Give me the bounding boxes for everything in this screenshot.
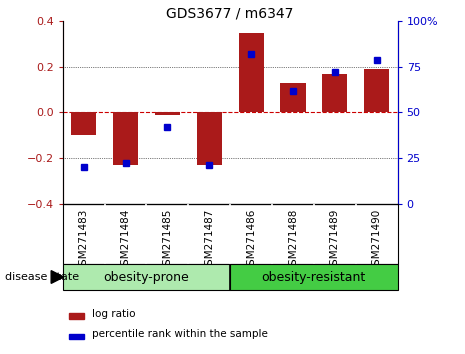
Bar [69,313,84,319]
Text: obesity-prone: obesity-prone [104,270,189,284]
Bar [364,69,389,113]
Text: GSM271488: GSM271488 [288,209,298,272]
Text: obesity-resistant: obesity-resistant [262,270,366,284]
Text: GSM271489: GSM271489 [330,209,340,272]
Bar [230,264,398,290]
Text: GSM271490: GSM271490 [372,209,382,272]
Title: GDS3677 / m6347: GDS3677 / m6347 [166,6,294,20]
Bar [63,264,230,290]
Text: percentile rank within the sample: percentile rank within the sample [92,329,268,339]
Bar [155,113,180,115]
Bar [113,113,138,165]
Bar [239,33,264,113]
Bar [71,113,96,135]
Text: GSM271486: GSM271486 [246,209,256,272]
Text: GSM271487: GSM271487 [204,209,214,272]
Bar [69,334,84,339]
Polygon shape [51,271,64,283]
Bar [280,83,306,113]
Bar [197,113,222,165]
Text: GSM271483: GSM271483 [79,209,89,272]
Text: log ratio: log ratio [92,309,135,319]
Text: GSM271485: GSM271485 [162,209,173,272]
Text: disease state: disease state [5,272,79,282]
Text: GSM271484: GSM271484 [120,209,131,272]
Bar [322,74,347,113]
